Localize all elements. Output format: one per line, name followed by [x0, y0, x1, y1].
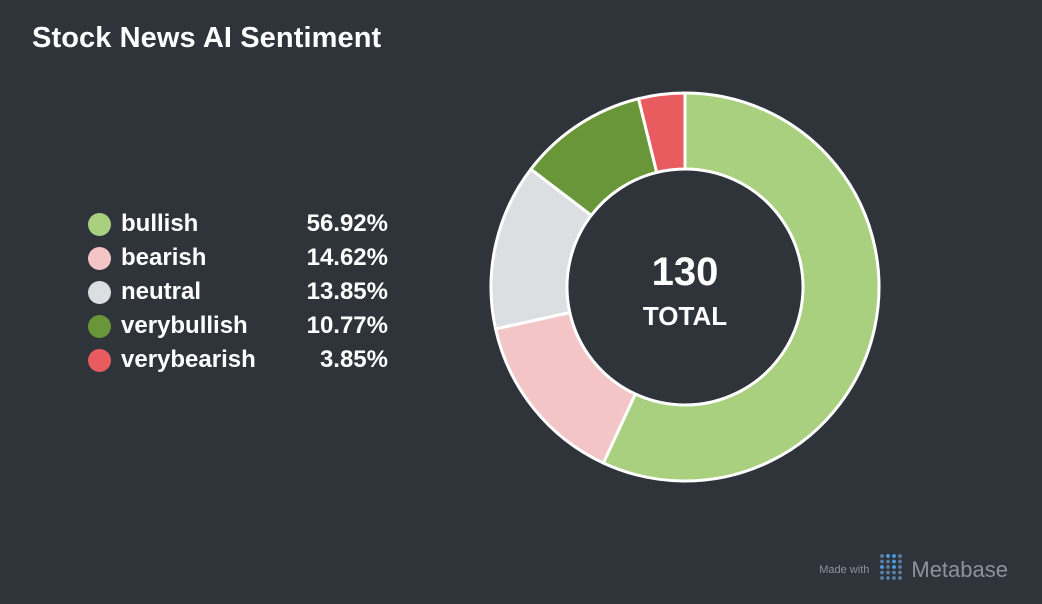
logo-dot	[880, 554, 885, 558]
legend-item-verybullish[interactable]: verybullish 10.77%	[88, 309, 388, 343]
metabase-brand[interactable]: Metabase	[911, 556, 1008, 582]
logo-dot	[880, 565, 885, 569]
slice-bullish[interactable]	[601, 91, 881, 483]
logo-dot	[880, 570, 885, 575]
chart-title: Stock News AI Sentiment	[32, 22, 382, 54]
logo-dot	[886, 570, 891, 575]
logo-dot	[886, 576, 891, 580]
legend-value-bearish: 14.62%	[306, 244, 388, 271]
logo-dot	[886, 559, 891, 564]
slice-verybearish[interactable]	[637, 91, 687, 174]
legend-item-neutral[interactable]: neutral 13.85%	[88, 275, 388, 309]
slice-bearish[interactable]	[494, 311, 637, 465]
donut-slices	[489, 91, 881, 483]
legend-label-bullish: bullish	[121, 210, 199, 237]
legend-dot-bearish	[88, 246, 111, 270]
legend-item-bullish[interactable]: bullish 56.92%	[88, 207, 388, 241]
legend-value-verybullish: 10.77%	[306, 312, 388, 339]
legend-dot-bullish	[88, 212, 111, 236]
footer: Made with Metabase	[819, 553, 1008, 586]
logo-dot	[892, 554, 897, 558]
total-label: TOTAL	[643, 301, 727, 331]
logo-dot	[892, 576, 897, 580]
legend: bullish 56.92% bearish 14.62% neutral 13…	[88, 207, 388, 377]
legend-dot-verybearish	[88, 348, 111, 372]
legend-label-verybearish: verybearish	[121, 346, 256, 373]
legend-label-neutral: neutral	[121, 278, 202, 305]
logo-dot	[886, 565, 891, 569]
logo-dot	[892, 565, 897, 569]
logo-dot	[880, 576, 885, 580]
logo-dot	[892, 559, 897, 564]
logo-dot	[898, 554, 903, 558]
total-value: 130	[652, 250, 719, 294]
legend-value-verybearish: 3.85%	[319, 346, 388, 373]
legend-item-bearish[interactable]: bearish 14.62%	[88, 241, 388, 275]
legend-label-bearish: bearish	[121, 244, 207, 271]
logo-dot	[898, 559, 903, 564]
donut-chart: 130 TOTAL	[489, 91, 881, 483]
made-with-text: Made with	[819, 563, 870, 576]
logo-dot	[898, 576, 903, 580]
legend-item-verybearish[interactable]: verybearish 3.85%	[88, 343, 388, 377]
logo-dot	[886, 554, 891, 558]
metabase-logo-icon[interactable]	[879, 553, 903, 586]
logo-dot	[892, 570, 897, 575]
logo-dot	[880, 559, 885, 564]
logo-dot	[898, 570, 903, 575]
legend-label-verybullish: verybullish	[121, 312, 248, 339]
legend-dot-verybullish	[88, 314, 111, 338]
legend-value-neutral: 13.85%	[306, 278, 388, 305]
logo-dot	[898, 565, 903, 569]
legend-value-bullish: 56.92%	[306, 210, 388, 237]
legend-dot-neutral	[88, 280, 111, 304]
